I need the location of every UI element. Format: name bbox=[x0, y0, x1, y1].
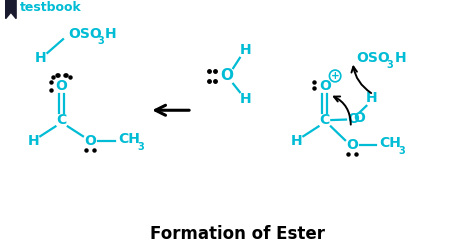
Text: Formation of Ester: Formation of Ester bbox=[149, 225, 325, 243]
FancyArrowPatch shape bbox=[351, 67, 371, 93]
Text: 3: 3 bbox=[399, 146, 405, 156]
Text: OSO: OSO bbox=[69, 27, 102, 41]
Text: H: H bbox=[365, 91, 377, 106]
Text: H: H bbox=[240, 43, 251, 58]
Text: 3: 3 bbox=[387, 60, 393, 70]
Text: O: O bbox=[353, 110, 365, 125]
Text: 3: 3 bbox=[97, 36, 104, 46]
Text: 3: 3 bbox=[137, 142, 144, 152]
Text: O: O bbox=[220, 68, 233, 84]
Text: CH: CH bbox=[380, 136, 401, 150]
Text: H: H bbox=[27, 134, 39, 148]
Text: O: O bbox=[84, 134, 96, 148]
Polygon shape bbox=[6, 0, 16, 19]
Text: CH: CH bbox=[118, 132, 140, 146]
Text: H: H bbox=[35, 51, 46, 65]
Text: O: O bbox=[55, 79, 68, 93]
Text: O: O bbox=[319, 79, 331, 93]
Text: O: O bbox=[346, 137, 358, 152]
Text: +: + bbox=[331, 71, 339, 81]
Text: O: O bbox=[347, 112, 359, 126]
FancyArrowPatch shape bbox=[334, 97, 351, 125]
Text: H: H bbox=[104, 27, 116, 41]
Text: H: H bbox=[394, 51, 406, 65]
Text: C: C bbox=[319, 113, 330, 127]
Text: H: H bbox=[291, 134, 302, 148]
Text: testbook: testbook bbox=[20, 1, 82, 14]
Text: C: C bbox=[56, 113, 67, 127]
Text: H: H bbox=[240, 92, 251, 107]
Text: OSO: OSO bbox=[356, 51, 390, 65]
